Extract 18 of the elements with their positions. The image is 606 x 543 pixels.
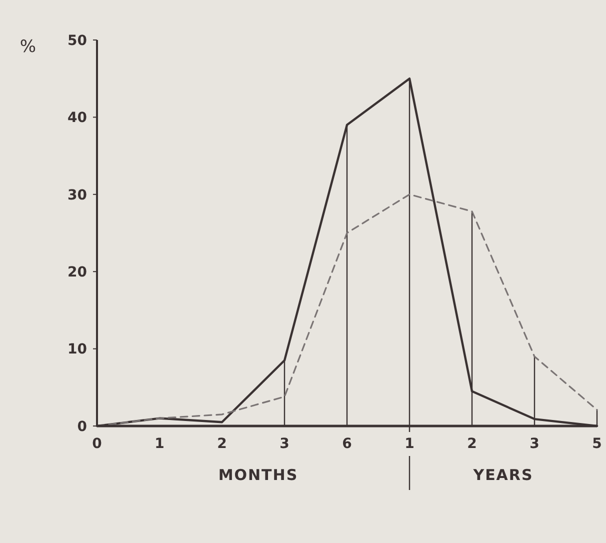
x-tick-label: 3 [280, 436, 290, 452]
x-tick-label: 5 [592, 436, 602, 452]
text: MONTHS [218, 466, 298, 484]
y-axis-title: % [20, 37, 36, 57]
x-tick-label: 2 [467, 436, 477, 452]
y-tick-label: 50 [68, 32, 88, 49]
x-tick-label: 1 [154, 436, 164, 452]
y-tick-label: 20 [68, 264, 88, 280]
x-tick-label: 1 [404, 436, 414, 452]
x-tick-label: 2 [217, 436, 227, 452]
y-tick-label: 0 [77, 418, 88, 435]
y-tick-label: 40 [68, 110, 88, 126]
x-tick-label: 0 [92, 436, 102, 452]
x-tick-label: 6 [342, 436, 352, 452]
x-tick-label: 3 [530, 436, 540, 452]
y-tick-label: 30 [68, 187, 88, 204]
text: YEARS [472, 466, 534, 484]
y-tick-label: 10 [68, 342, 88, 358]
